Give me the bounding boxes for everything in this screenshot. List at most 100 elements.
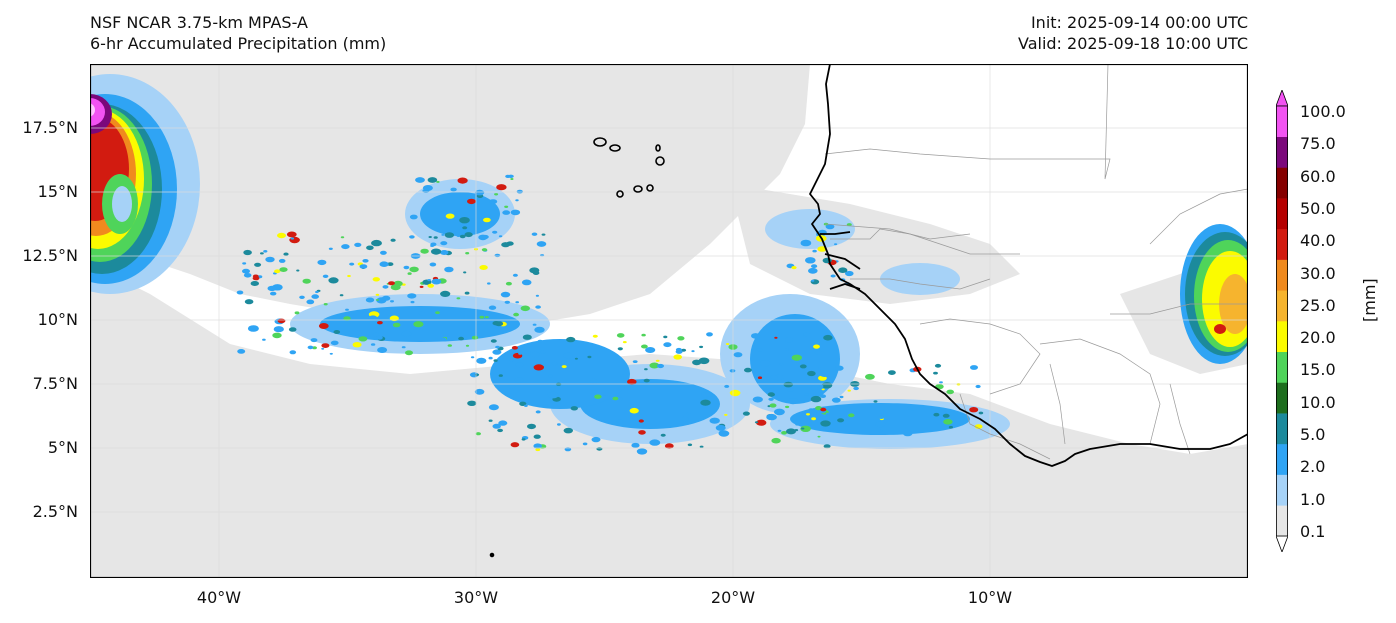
convective-cell [347,274,351,278]
convective-cell [279,267,288,272]
map-fields [90,64,1248,578]
lat-tick: 2.5°N [32,502,78,521]
convective-cell [260,252,264,255]
convective-cell [299,295,305,299]
convective-cell [409,266,419,273]
convective-cell [787,398,799,405]
convective-cell [515,199,519,202]
convective-cell [441,210,447,214]
convective-cell [800,425,811,432]
convective-cell [820,420,831,427]
convective-cell [254,262,262,267]
convective-cell [372,277,380,282]
convective-cell [591,436,601,443]
convective-cell [835,365,844,371]
lat-tick: 15°N [37,182,78,201]
colorbar-segment [1276,198,1288,230]
convective-cell [627,378,637,385]
convective-cell [263,250,268,253]
convective-cell [496,184,507,191]
convective-cell [821,388,825,391]
convective-cell [529,267,540,274]
convective-cell [839,395,844,399]
convective-cell [754,421,759,424]
convective-cell [779,363,784,366]
lon-tick: 10°W [967,588,1013,607]
convective-cell [504,205,509,208]
convective-cell [934,363,942,368]
convective-cell [589,378,598,384]
gridlines [90,64,1248,578]
convective-cell [459,309,465,313]
convective-cell [413,321,424,328]
convective-cell [289,350,297,355]
convective-cell [382,285,389,289]
lat-tick: 17.5°N [22,118,78,137]
convective-cell [541,233,546,236]
colorbar-segment [1276,167,1288,199]
convective-cell [801,427,805,430]
convective-cell [811,279,815,282]
convective-cell [638,430,646,435]
convective-cell [345,308,349,311]
convective-cell [328,277,339,284]
convective-cell [632,360,638,363]
convective-cell [478,234,488,241]
convective-cell [825,428,830,432]
convective-cell [459,217,470,224]
convective-cells [236,174,984,455]
convective-cell [729,369,736,373]
light-precip-layer [90,64,1248,578]
colorbar-segment [1276,259,1288,291]
convective-cell [379,261,389,267]
convective-cell [535,410,541,414]
convective-cell [494,193,499,196]
convective-cell [515,362,524,368]
convective-cell [616,419,623,424]
convective-cell [487,282,491,285]
convective-cell [236,290,244,295]
country-borders [824,64,1248,460]
convective-cell [530,351,540,358]
convective-cell [522,334,532,340]
convective-cell [381,295,391,301]
convective-cell [570,406,578,411]
convective-cell [376,335,383,340]
convective-cell [834,243,838,246]
convective-cell [681,348,687,352]
convective-cell [704,392,713,397]
convective-cell [422,185,433,191]
convective-cell [733,352,743,358]
west-storm [90,74,200,294]
convective-cell [641,344,648,349]
convective-cell [643,378,650,383]
convective-cell [474,388,485,395]
convective-cell [645,347,656,353]
precipitation-map [90,64,1248,578]
convective-cell [770,375,778,380]
convective-cell [524,350,531,354]
convective-cell [774,336,778,339]
convective-cell [409,214,418,220]
cape-verde-islands [489,137,665,558]
convective-cell [427,283,435,288]
convective-cell [377,347,388,353]
convective-cell [380,250,387,255]
convective-cell [808,267,818,274]
convective-cell [752,396,763,403]
convective-cell [440,250,449,255]
convective-cell [948,425,954,429]
convective-cell [489,199,498,205]
convective-cell [644,368,648,371]
convective-cell [566,336,576,343]
convective-cell [371,239,382,247]
convective-cell [504,300,510,304]
convective-cell [534,326,545,333]
convective-cell [791,354,802,361]
convective-cell [516,189,523,194]
convective-cell [390,238,396,242]
convective-cell [969,407,979,413]
convective-cell [805,257,816,264]
convective-cell [294,311,300,315]
colorbar-segment [1276,413,1288,445]
